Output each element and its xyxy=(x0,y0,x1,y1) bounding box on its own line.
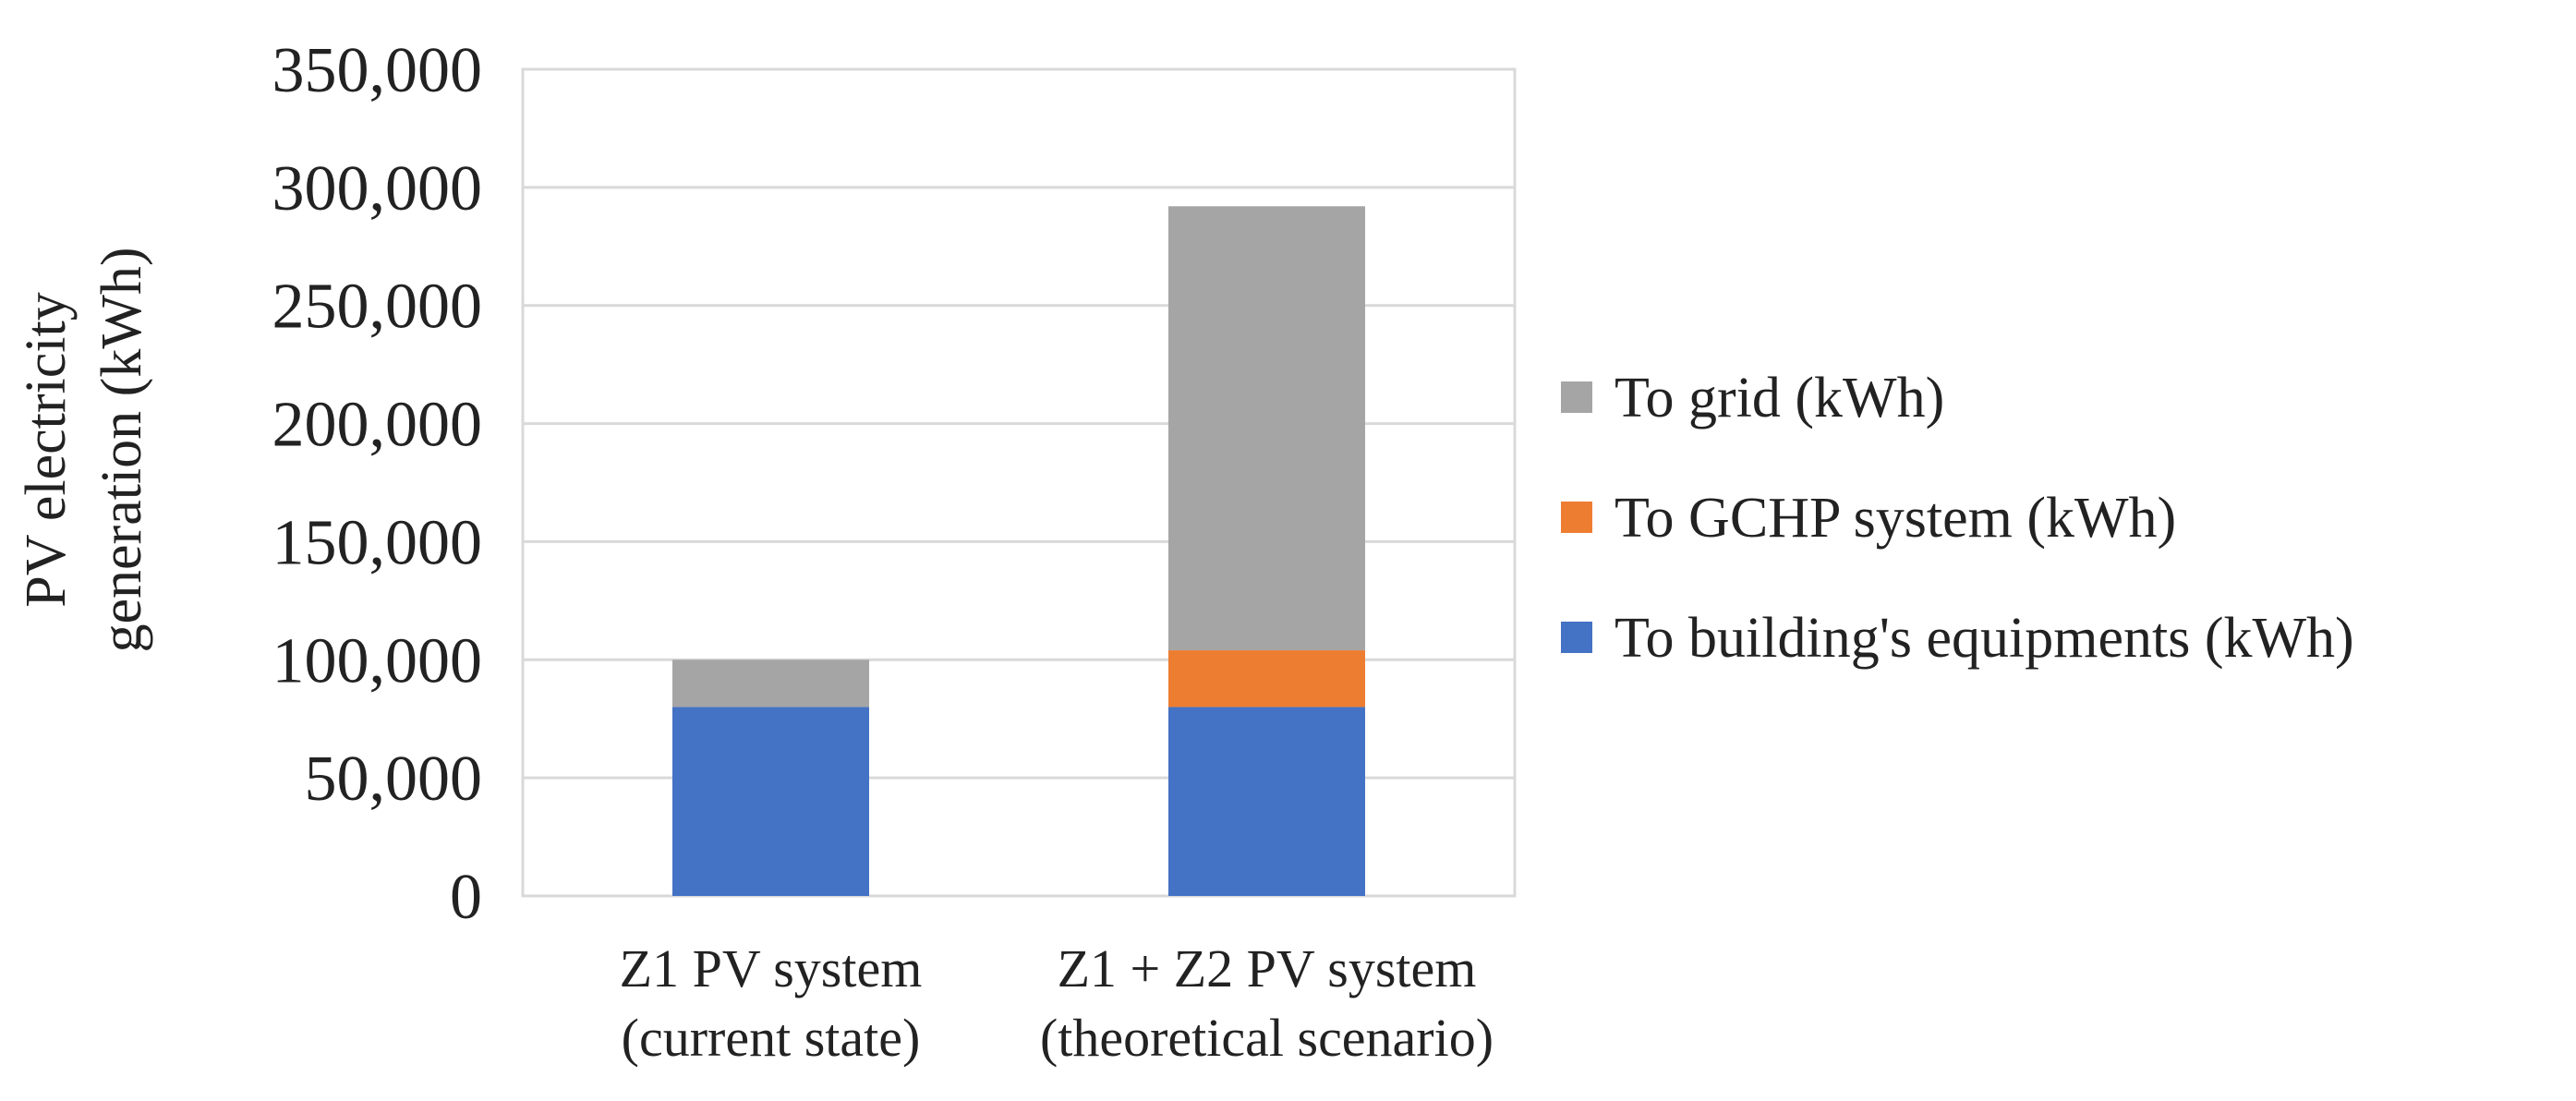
y-tick-label: 0 xyxy=(450,862,482,933)
y-axis-tick-labels: 0 50,000 100,000 150,000 200,000 250,000 300,0… xyxy=(272,35,483,933)
y-tick-label: 300,000 xyxy=(272,153,483,224)
bars xyxy=(672,206,1365,896)
plot-frame xyxy=(521,67,1517,898)
legend-swatch xyxy=(1561,502,1592,533)
bar-segment xyxy=(1168,707,1365,896)
legend-swatch xyxy=(1561,622,1592,653)
y-tick-label: 350,000 xyxy=(272,35,483,106)
bar-segment xyxy=(1168,206,1365,651)
y-axis-title-line-2: generation (kWh) xyxy=(91,248,153,653)
legend-label: To building's equipments (kWh) xyxy=(1615,607,2354,670)
x-category-label-line-1: Z1 PV system xyxy=(620,938,923,998)
x-axis-category-labels: Z1 PV system (current state) Z1 + Z2 PV sy… xyxy=(620,938,1494,1068)
bar-segment xyxy=(672,707,869,896)
y-tick-label: 100,000 xyxy=(272,625,483,696)
x-category-label-line-1: Z1 + Z2 PV system xyxy=(1058,938,1477,998)
y-tick-label: 250,000 xyxy=(272,272,483,343)
legend-label: To grid (kWh) xyxy=(1615,367,1944,430)
legend-swatch xyxy=(1561,381,1592,413)
legend: To grid (kWh) To GCHP system (kWh) To buil… xyxy=(1561,367,2354,670)
bar-segment xyxy=(1168,650,1365,708)
y-axis-title-line-1: PV electricity xyxy=(15,292,78,607)
x-category-label-line-2: (theoretical scenario) xyxy=(1040,1008,1494,1068)
y-tick-label: 50,000 xyxy=(305,744,483,815)
y-tick-label: 150,000 xyxy=(272,507,483,578)
y-tick-label: 200,000 xyxy=(272,390,483,461)
gridlines xyxy=(521,67,1517,898)
bar-segment xyxy=(672,659,869,708)
x-category-label-line-2: (current state) xyxy=(622,1008,921,1068)
legend-label: To GCHP system (kWh) xyxy=(1615,487,2176,550)
